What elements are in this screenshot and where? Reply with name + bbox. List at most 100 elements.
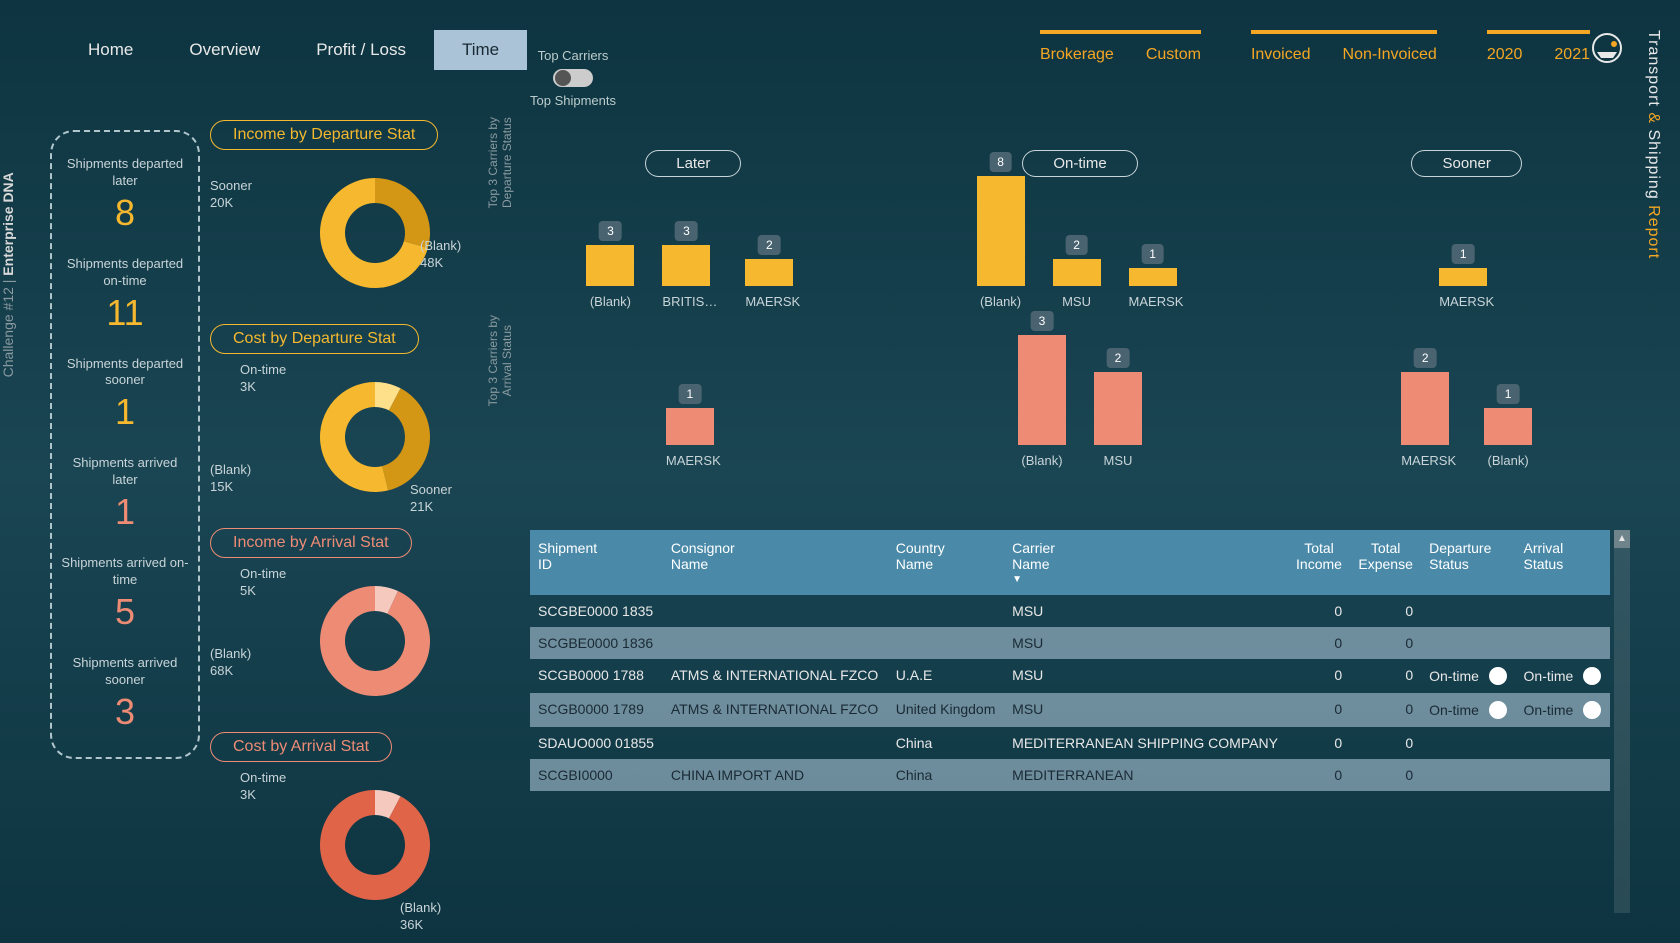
bar[interactable]: 2 [1053,259,1101,287]
table-header[interactable]: DepartureStatus [1421,530,1515,595]
filter-group: Invoiced Non-Invoiced [1251,30,1437,64]
table-cell: 0 [1350,759,1421,791]
table-cell [1421,627,1515,659]
table-cell: On-time [1421,659,1515,693]
filter-row: Brokerage Custom Invoiced Non-Invoiced 2020 2… [1040,30,1590,64]
donut-label: (Blank)48K [420,238,461,272]
table-cell: SCGB0000 1788 [530,659,663,693]
donut-label: Sooner20K [210,178,252,212]
scroll-up-icon[interactable]: ▲ [1614,530,1630,548]
table-cell [663,627,888,659]
bar-group: Sooner1MAERSK [1303,150,1630,330]
bar[interactable]: 3 [662,245,710,286]
kpi-value: 8 [60,192,190,234]
table-header[interactable]: CountryName [888,530,1004,595]
status-dot-icon [1489,701,1507,719]
kpi-column: Shipments departed later8 Shipments depar… [50,130,200,759]
table-cell: MEDITERRANEAN [1004,759,1288,791]
table-cell: 0 [1350,659,1421,693]
table-cell: SCGBE0000 1835 [530,595,663,627]
bar[interactable]: 2 [1094,372,1142,445]
table-cell: 0 [1350,693,1421,727]
table-header[interactable]: ConsignorName [663,530,888,595]
nav-time[interactable]: Time [434,30,527,70]
bar-value-badge: 8 [989,152,1012,172]
bar-category: (Blank) [1484,453,1532,468]
table-cell: United Kingdom [888,693,1004,727]
toggle-track[interactable] [553,69,593,87]
bar[interactable]: 8 [977,176,1025,286]
bar-value-badge: 2 [1414,348,1437,368]
status-pill[interactable]: Later [645,150,741,177]
donut-wrap: Sooner20K (Blank)48K [210,158,490,318]
bar-group: Later3(Blank)3BRITIS…2MAERSK [530,150,857,330]
side-label-left: Challenge #12 | Enterprise DNA [0,172,16,377]
table-cell: 0 [1288,627,1350,659]
table-cell: MSU [1004,693,1288,727]
donut-label: (Blank)36K [400,900,441,934]
table-row[interactable]: SCGBI0000CHINA IMPORT ANDChinaMEDITERRAN… [530,759,1610,791]
bar[interactable]: 1 [1129,268,1177,286]
kpi: Shipments arrived sooner3 [60,655,190,733]
filter-2020[interactable]: 2020 [1487,46,1523,64]
table-cell: China [888,727,1004,759]
filter-brokerage[interactable]: Brokerage [1040,46,1114,64]
bar[interactable]: 1 [1439,268,1487,286]
nav-overview[interactable]: Overview [161,30,288,70]
table-row[interactable]: SCGBE0000 1836MSU00 [530,627,1610,659]
section-title: Income by Departure Stat [210,120,438,150]
bar-row: Top 3 Carriers byDeparture StatusLater3(… [530,150,1630,330]
section-title: Income by Arrival Stat [210,528,412,558]
nav-profit-loss[interactable]: Profit / Loss [288,30,434,70]
kpi-label: Shipments departed later [60,156,190,190]
bar[interactable]: 1 [666,408,714,445]
status-pill[interactable]: Sooner [1411,150,1521,177]
kpi-value: 1 [60,491,190,533]
toggle-label-top: Top Carriers [530,48,616,63]
shipment-table[interactable]: ShipmentIDConsignorNameCountryNameCarrie… [530,530,1610,791]
status-dot-icon [1583,701,1601,719]
table-cell: MSU [1004,627,1288,659]
carrier-shipment-toggle[interactable]: Top Carriers Top Shipments [530,48,616,108]
main-nav: HomeOverviewProfit / LossTime [60,30,527,70]
nav-home[interactable]: Home [60,30,161,70]
bar[interactable]: 3 [586,245,634,286]
bar-item: 3BRITIS… [662,245,717,309]
filter-2021[interactable]: 2021 [1554,46,1590,64]
bar[interactable]: 2 [1401,372,1449,445]
bar-item: 8(Blank) [977,176,1025,309]
filter-non-invoiced[interactable]: Non-Invoiced [1343,46,1437,64]
kpi-label: Shipments departed sooner [60,356,190,390]
bar-item: 1MAERSK [666,408,721,468]
donut-wrap: On-time3K(Blank)15KSooner21K [210,362,490,522]
table-header[interactable]: TotalIncome [1288,530,1350,595]
table-row[interactable]: SCGB0000 1789ATMS & INTERNATIONAL FZCOUn… [530,693,1610,727]
bar[interactable]: 1 [1484,408,1532,445]
table-header[interactable]: TotalExpense [1350,530,1421,595]
table-header[interactable]: ArrivalStatus [1516,530,1610,595]
table-cell [1421,595,1515,627]
table-row[interactable]: SCGB0000 1788ATMS & INTERNATIONAL FZCOU.… [530,659,1610,693]
table-scrollbar[interactable]: ▲ [1614,530,1630,913]
table-header[interactable]: ShipmentID [530,530,663,595]
table-cell: 0 [1288,595,1350,627]
donut-chart [310,168,440,298]
table-cell: MSU [1004,595,1288,627]
table-row[interactable]: SCGBE0000 1835MSU00 [530,595,1610,627]
table-cell [663,727,888,759]
table-cell: 0 [1288,727,1350,759]
status-pill[interactable]: On-time [1022,150,1137,177]
table-cell [888,595,1004,627]
bar[interactable]: 2 [745,259,793,287]
donut-wrap: On-time3K(Blank)36K [210,770,490,930]
bar-chart-area: Top 3 Carriers byDeparture StatusLater3(… [530,150,1630,546]
bar[interactable]: 3 [1018,335,1066,445]
table-header[interactable]: CarrierName▼ [1004,530,1288,595]
table-cell [1516,759,1610,791]
filter-custom[interactable]: Custom [1146,46,1201,64]
filter-invoiced[interactable]: Invoiced [1251,46,1311,64]
bar-group: On-time8(Blank)2MSU1MAERSK [917,150,1244,330]
donut-label: On-time3K [240,362,286,396]
table-cell: 0 [1350,627,1421,659]
table-row[interactable]: SDAUO000 01855ChinaMEDITERRANEAN SHIPPIN… [530,727,1610,759]
